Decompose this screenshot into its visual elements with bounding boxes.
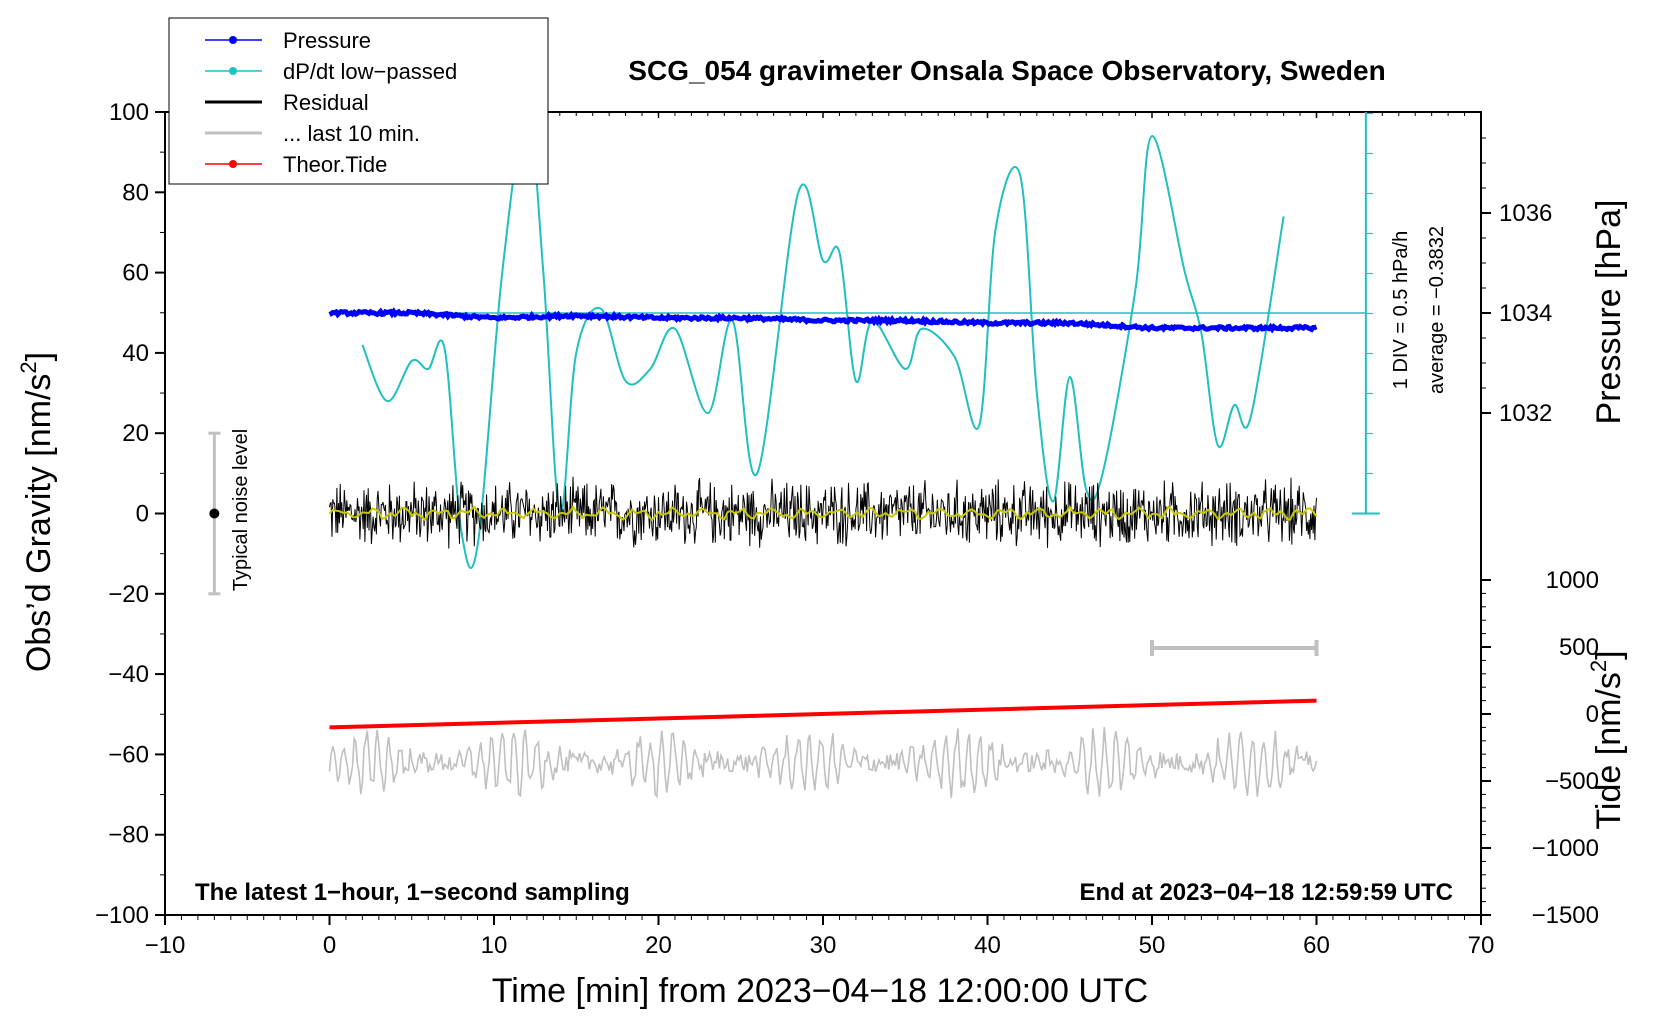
legend-swatch-marker — [229, 67, 237, 75]
x-tick-label: 30 — [810, 932, 837, 959]
tide-tick-label: −500 — [1545, 768, 1599, 795]
theor-tide-line — [329, 698, 1317, 730]
y-tick-label: 40 — [122, 340, 149, 367]
x-tick-label: −10 — [145, 932, 186, 959]
y-tick-label: −100 — [95, 902, 149, 929]
series-layer — [328, 110, 1380, 799]
y-axis-title-pressure: Pressure [hPa] — [1590, 200, 1628, 425]
y-axis-title-tide: Tide [nm/s2] — [1586, 650, 1628, 829]
dpdt-line — [361, 110, 1285, 569]
y-axis-title-tide-close: ] — [1590, 650, 1628, 659]
x-tick-label: 60 — [1303, 932, 1330, 959]
legend: Pressure dP/dt low−passed Residual ... l… — [168, 17, 549, 185]
dpdt-scale-label: 1 DIV = 0.5 hPa/h — [1390, 231, 1412, 389]
x-tick-label: 20 — [645, 932, 672, 959]
y-tick-label: −60 — [108, 741, 149, 768]
legend-items: Pressure dP/dt low−passed Residual ... l… — [205, 28, 457, 177]
noise-level-dot — [209, 508, 220, 519]
y-axis-title-left-main: Obs’d Gravity [nm/s — [20, 374, 58, 673]
y-tick-label: −80 — [108, 822, 149, 849]
annotation-sampling: The latest 1−hour, 1−second sampling — [195, 879, 630, 906]
noise-level-label: Typical noise level — [230, 429, 252, 591]
x-tick-label: 0 — [323, 932, 336, 959]
y-tick-label: 20 — [122, 420, 149, 447]
legend-label-dpdt: dP/dt low−passed — [283, 59, 457, 84]
y-axis-title-tide-main: Tide [nm/s — [1590, 672, 1628, 829]
legend-label-last-10-min: ... last 10 min. — [283, 121, 420, 146]
y-tick-label: 100 — [109, 99, 149, 126]
legend-label-pressure: Pressure — [283, 28, 371, 53]
tide-tick-label: 1000 — [1546, 567, 1599, 594]
y-tick-label: 80 — [122, 179, 149, 206]
dpdt-average-label: average = −0.3832 — [1426, 226, 1448, 394]
pressure-tick-label: 1034 — [1499, 300, 1552, 327]
legend-swatch-marker — [229, 36, 237, 44]
y-axis-title-left: Obs’d Gravity [nm/s2] — [16, 352, 58, 672]
axis-ticks-layer: −10 0 10 20 30 40 50 60 70−100−80−60−40−20020406… — [95, 99, 1599, 959]
pressure-tick-label: 1032 — [1499, 400, 1552, 427]
y-tick-label: −40 — [108, 661, 149, 688]
y-tick-label: 60 — [122, 260, 149, 287]
legend-label-theor-tide: Theor.Tide — [283, 152, 387, 177]
x-tick-label: 50 — [1139, 932, 1166, 959]
annotation-end-time: End at 2023−04−18 12:59:59 UTC — [1079, 879, 1453, 906]
y-axis-title-left-sup: 2 — [16, 361, 41, 373]
y-tick-label: −20 — [108, 581, 149, 608]
tide-tick-label: 500 — [1559, 634, 1599, 661]
last-10-min-line — [328, 727, 1318, 799]
x-tick-label: 10 — [481, 932, 508, 959]
legend-label-residual: Residual — [283, 90, 369, 115]
pressure-tick-label: 1036 — [1499, 200, 1552, 227]
y-axis-title-tide-sup: 2 — [1586, 660, 1611, 672]
tide-tick-label: 0 — [1586, 701, 1599, 728]
pressure-line — [328, 307, 1318, 334]
y-tick-label: 0 — [136, 501, 149, 528]
x-tick-label: 70 — [1468, 932, 1495, 959]
y-axis-title-left-close: ] — [20, 352, 58, 361]
legend-swatch-marker — [229, 160, 237, 168]
x-tick-label: 40 — [974, 932, 1001, 959]
tide-tick-label: −1000 — [1532, 835, 1599, 862]
residual-line — [329, 476, 1317, 549]
residual-smoothed-line — [328, 505, 1318, 522]
chart-title: SCG_054 gravimeter Onsala Space Observat… — [628, 55, 1385, 86]
tide-tick-label: −1500 — [1532, 902, 1599, 929]
x-axis-title: Time [min] from 2023−04−18 12:00:00 UTC — [492, 972, 1148, 1010]
overlay-layer — [208, 431, 1319, 656]
